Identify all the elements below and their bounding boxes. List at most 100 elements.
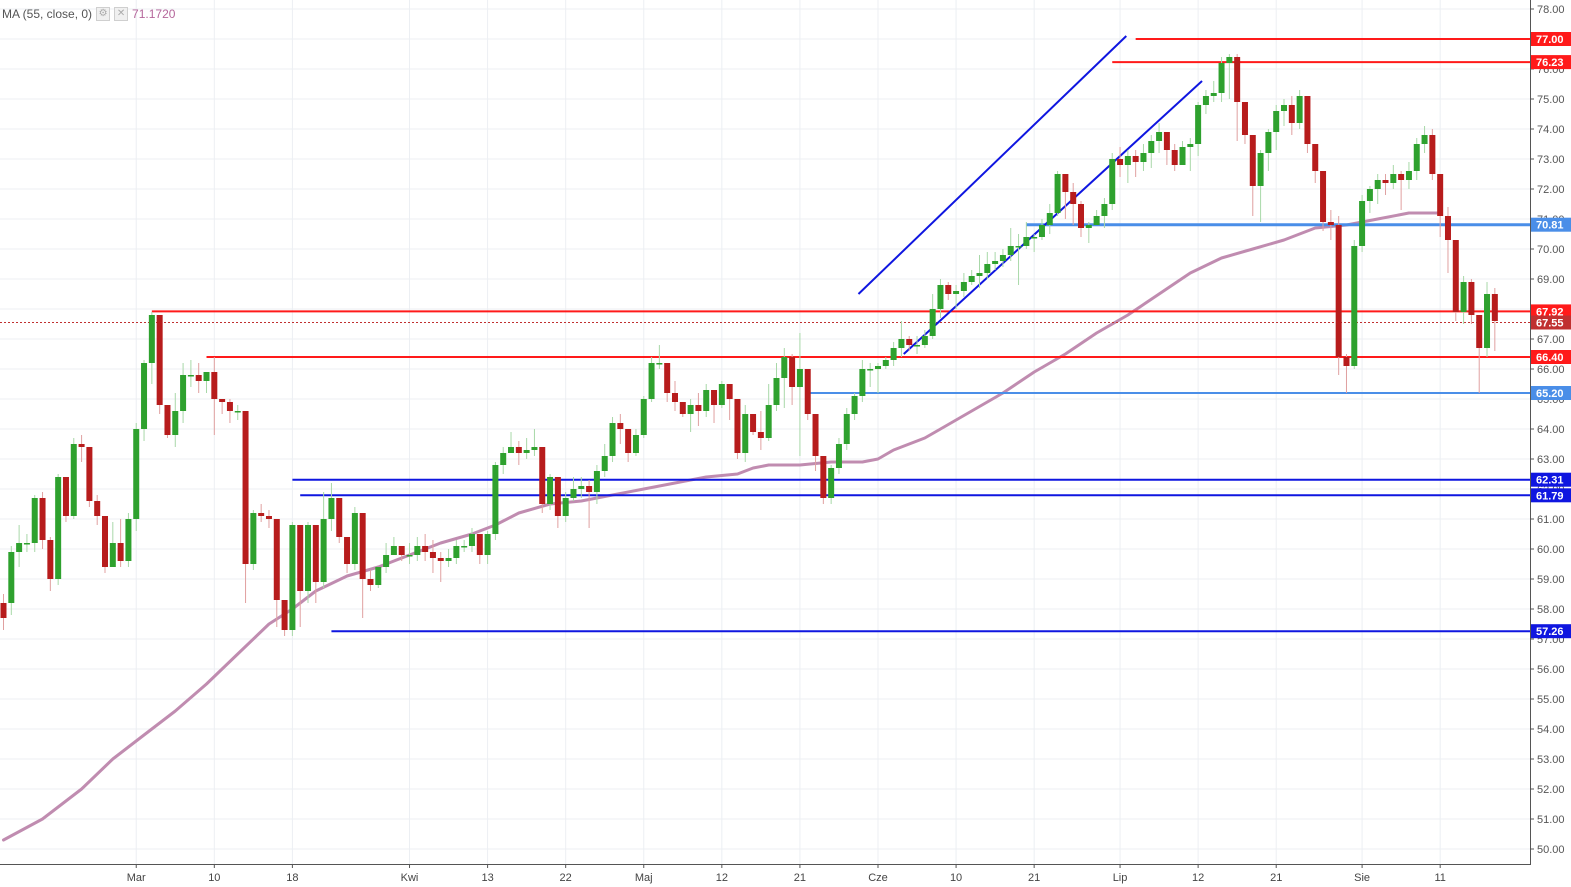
candle-body-up: [125, 519, 132, 561]
candle-body-up: [187, 375, 194, 377]
candle-body-down: [1234, 57, 1241, 102]
time-tick-label: 12: [716, 872, 728, 884]
candle-body-up: [1187, 144, 1194, 147]
price-tick-label: 64.00: [1537, 424, 1565, 436]
candle-body-down: [695, 405, 702, 411]
price-level-tag-label: 67.55: [1536, 318, 1564, 330]
candle-body-up: [547, 477, 554, 504]
candle-body-up: [859, 369, 866, 396]
candle-body-up: [1023, 237, 1030, 246]
price-level-tag: [1531, 217, 1571, 232]
candle-body-up: [773, 378, 780, 405]
candle-body-up: [1210, 93, 1217, 96]
candle-body-up: [562, 498, 569, 516]
price-tick-label: 59.00: [1537, 574, 1565, 586]
price-level-tag: [1531, 488, 1571, 503]
candle-body-up: [1296, 96, 1303, 123]
candle-body-down: [1327, 222, 1334, 225]
candle-body-up: [55, 477, 62, 579]
candle-body-down: [1335, 225, 1342, 357]
candle-body-up: [953, 291, 960, 294]
level-labels-layer: 77.00 76.23 67.92 66.40 70.81 65.20 62.31 61.79…: [1531, 32, 1571, 639]
price-tick-label: 78.00: [1537, 4, 1565, 16]
candle-body-down: [789, 357, 796, 387]
candle-body-up: [1156, 132, 1163, 141]
candle-body-down: [47, 540, 54, 579]
price-level-tag-label: 57.26: [1536, 626, 1564, 638]
candle-body-up: [992, 261, 999, 264]
candle-body-up: [390, 546, 397, 555]
trend-channel-line: [857, 35, 1127, 295]
candle-body-up: [1257, 153, 1264, 186]
trend-channel-line: [903, 80, 1203, 355]
candle-body-down: [437, 558, 444, 561]
candle-body-up: [687, 405, 694, 414]
candle-body-up: [1366, 189, 1373, 201]
candle-body-up: [851, 396, 858, 414]
candle-body-down: [336, 498, 343, 537]
price-tick-label: 63.00: [1537, 454, 1565, 466]
candle-body-up: [1046, 213, 1053, 225]
candle-body-up: [1093, 216, 1100, 225]
price-tick-label: 51.00: [1537, 814, 1565, 826]
candle-body-up: [1007, 246, 1014, 255]
candle-body-down: [281, 600, 288, 630]
time-tick-label: 21: [1028, 872, 1040, 884]
candle-body-down: [1452, 240, 1459, 312]
candle-body-down: [195, 375, 202, 381]
candle-body-down: [1444, 216, 1451, 240]
candle-body-up: [648, 363, 655, 399]
candle-body-down: [102, 516, 109, 567]
candle-body-down: [625, 429, 632, 453]
price-level-tag-label: 77.00: [1536, 34, 1564, 46]
candle-body-down: [812, 414, 819, 456]
candle-body-up: [1195, 105, 1202, 144]
candle-body-down: [0, 603, 7, 618]
candle-body-up: [70, 444, 77, 516]
candle-body-up: [570, 489, 577, 498]
candle-body-down: [156, 315, 163, 405]
candle-body-up: [461, 546, 468, 548]
time-tick-label: Sie: [1354, 872, 1370, 884]
price-levels-layer: [0, 38, 1530, 633]
candle-body-up: [1281, 105, 1288, 111]
time-axis-background: [0, 864, 1530, 887]
candle-body-up: [1015, 246, 1022, 248]
candle-body-down: [344, 537, 351, 564]
time-tick-label: 22: [560, 872, 572, 884]
price-level-tag-label: 76.23: [1536, 57, 1564, 69]
candle-body-up: [593, 471, 600, 492]
candle-body-up: [632, 435, 639, 453]
candle-body-up: [984, 264, 991, 273]
candles-layer: [0, 54, 1498, 636]
candle-body-up: [601, 456, 608, 471]
time-tick-label: 12: [1192, 872, 1204, 884]
price-level-tag: [1531, 55, 1571, 70]
candle-body-down: [664, 363, 671, 393]
candle-body-up: [468, 534, 475, 546]
price-level-tag-label: 62.31: [1536, 475, 1564, 487]
candle-body-down: [711, 390, 718, 405]
candle-body-up: [23, 543, 30, 545]
price-tick-label: 53.00: [1537, 754, 1565, 766]
candle-body-up: [718, 384, 725, 405]
candle-body-up: [531, 447, 538, 450]
candle-body-up: [1031, 237, 1038, 239]
candle-body-up: [968, 276, 975, 282]
candle-body-up: [492, 465, 499, 534]
candle-body-up: [1226, 57, 1233, 63]
candle-body-down: [1476, 315, 1483, 348]
candle-body-down: [94, 501, 101, 516]
candle-body-up: [453, 546, 460, 558]
time-tick-label: 21: [1270, 872, 1282, 884]
time-tick-label: Cze: [868, 872, 888, 884]
time-tick-label: 10: [208, 872, 220, 884]
gear-icon[interactable]: ⚙: [96, 7, 111, 21]
candle-body-down: [1171, 150, 1178, 165]
price-axis[interactable]: 50.0051.0052.0053.0054.0055.0056.0057.00…: [1530, 0, 1571, 887]
candle-body-up: [843, 414, 850, 444]
close-icon[interactable]: ✕: [114, 7, 129, 21]
time-axis[interactable]: Mar 10 18 Kwi 13 22 Maj 12 21 Cze 10 21 Lip 12 21 Sie 11: [0, 864, 1531, 887]
candle-body-up: [578, 486, 585, 489]
